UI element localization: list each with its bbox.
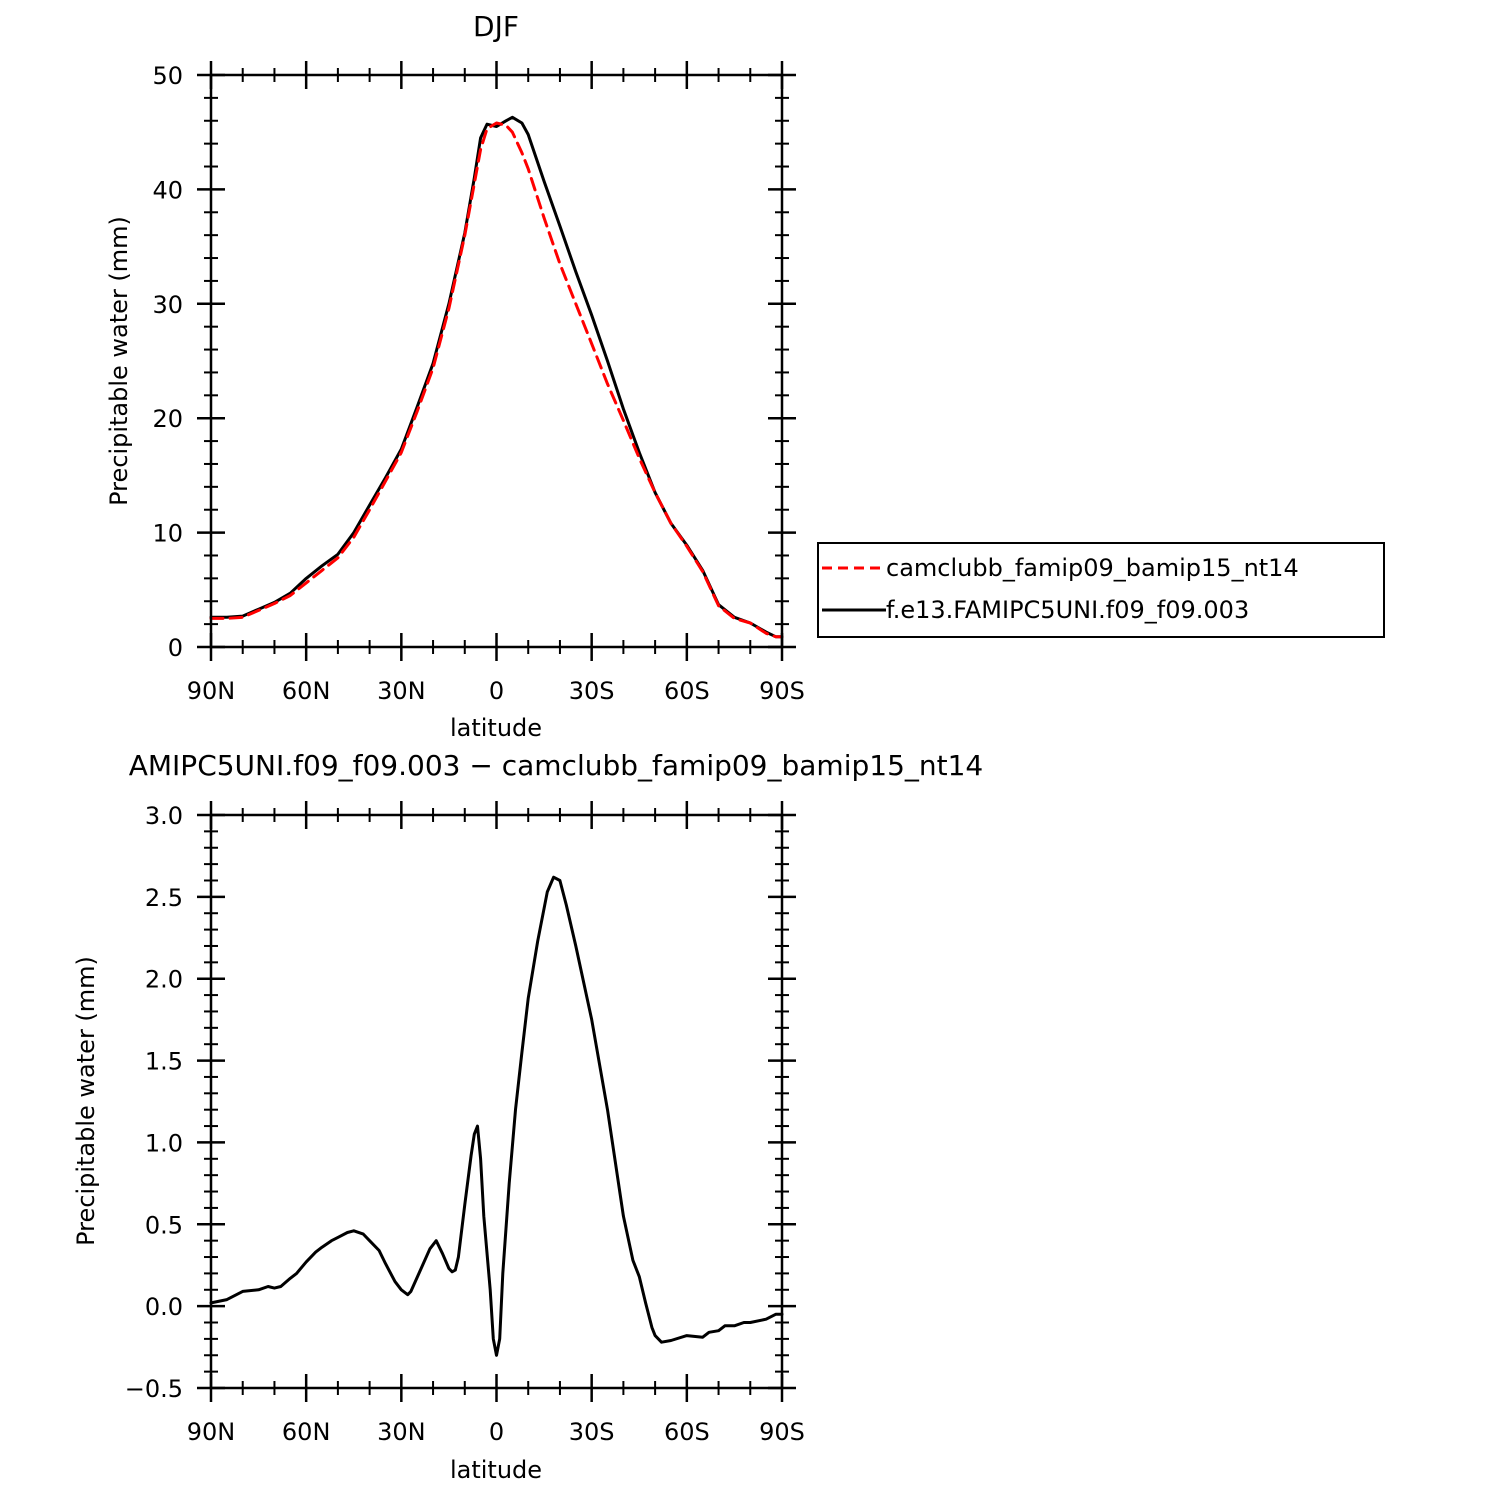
x-tick-label: 90N (187, 677, 236, 705)
x-tick-label: 60N (282, 677, 331, 705)
y-tick-label: 0.5 (145, 1211, 183, 1239)
x-tick-label: 30S (569, 1418, 615, 1446)
x-tick-label: 90S (759, 1418, 805, 1446)
x-tick-label: 30N (377, 677, 426, 705)
y-tick-label: −0.5 (125, 1375, 183, 1403)
legend: camclubb_famip09_bamip15_nt14 f.e13.FAMI… (817, 542, 1385, 638)
series-line-f (209, 115, 784, 639)
chart-title: DJF (473, 10, 519, 43)
y-tick-label: 50 (152, 62, 183, 90)
y-tick-label: 0.0 (145, 1293, 183, 1321)
x-tick-label: 0 (489, 1418, 504, 1446)
y-tick-label: 30 (152, 291, 183, 319)
series-line-camclubb (209, 121, 784, 639)
chart-title: AMIPC5UNI.f09_f09.003 − camclubb_famip09… (129, 749, 984, 782)
y-tick-label: 40 (152, 176, 183, 204)
series-line-difference (209, 875, 784, 1357)
y-tick-label: 3.0 (145, 802, 183, 830)
x-tick-label: 30S (569, 677, 615, 705)
y-tick-label: 1.5 (145, 1048, 183, 1076)
y-axis-label: Precipitable water (mm) (72, 956, 100, 1246)
x-tick-label: 0 (489, 677, 504, 705)
legend-label-famipc5uni: f.e13.FAMIPC5UNI.f09_f09.003 (886, 596, 1249, 624)
y-tick-label: 2.0 (145, 966, 183, 994)
x-tick-label: 30N (377, 1418, 426, 1446)
x-tick-label: 90S (759, 677, 805, 705)
legend-box (817, 542, 1385, 638)
y-tick-label: 1.0 (145, 1129, 183, 1157)
x-axis-label: latitude (450, 714, 542, 742)
y-tick-label: 0 (168, 634, 183, 662)
legend-label-camclubb: camclubb_famip09_bamip15_nt14 (886, 554, 1299, 582)
plot-frame (209, 813, 784, 1390)
y-axis-label: Precipitable water (mm) (105, 216, 133, 506)
chart-djf: DJF 90N 60N 30N 0 30S 60S 90S 0 10 20 30 40 50 latit… (105, 10, 805, 742)
chart-difference: AMIPC5UNI.f09_f09.003 − camclubb_famip09… (72, 749, 983, 1484)
x-tick-label: 90N (187, 1418, 236, 1446)
y-tick-label: 2.5 (145, 884, 183, 912)
x-tick-label: 60S (664, 677, 710, 705)
y-tick-label: 20 (152, 405, 183, 433)
x-tick-label: 60S (664, 1418, 710, 1446)
x-axis-label: latitude (450, 1456, 542, 1484)
x-tick-label: 60N (282, 1418, 331, 1446)
y-tick-label: 10 (152, 520, 183, 548)
